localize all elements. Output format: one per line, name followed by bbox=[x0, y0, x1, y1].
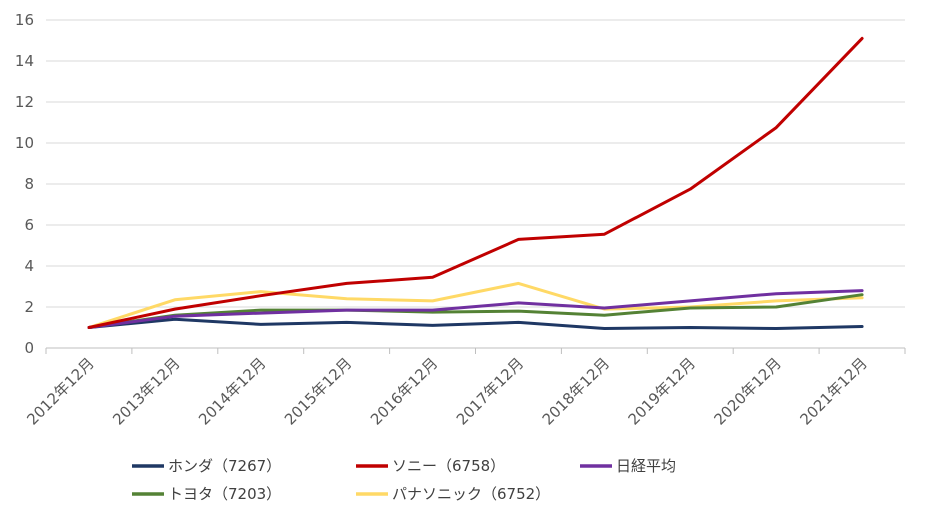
legend-label: パナソニック（6752） bbox=[392, 485, 550, 503]
x-tick-label: 2019年12月 bbox=[625, 354, 699, 428]
gridlines bbox=[46, 19, 905, 308]
legend-label: トヨタ（7203） bbox=[168, 485, 281, 503]
x-tick-label: 2021年12月 bbox=[796, 354, 870, 428]
y-tick-label: 6 bbox=[24, 216, 34, 234]
series-line bbox=[87, 289, 864, 329]
x-tick-label: 2018年12月 bbox=[539, 354, 613, 428]
x-tick-label: 2020年12月 bbox=[711, 354, 785, 428]
y-tick-label: 4 bbox=[24, 257, 34, 275]
series-line bbox=[87, 36, 864, 329]
y-tick-label: 16 bbox=[15, 11, 34, 29]
y-axis-ticks: 0 2 4 6 8 10 12 14 16 bbox=[15, 11, 34, 357]
y-tick-label: 8 bbox=[24, 175, 34, 193]
x-tick-label: 2013年12月 bbox=[109, 354, 183, 428]
y-tick-label: 0 bbox=[24, 339, 34, 357]
series-lines bbox=[87, 36, 864, 330]
series-line bbox=[87, 293, 864, 329]
y-tick-label: 2 bbox=[24, 298, 34, 316]
legend-label: 日経平均 bbox=[616, 457, 676, 475]
x-tick-label: 2015年12月 bbox=[281, 354, 355, 428]
x-axis bbox=[45, 347, 906, 354]
x-tick-label: 2014年12月 bbox=[195, 354, 269, 428]
series-line bbox=[87, 281, 864, 329]
series-line bbox=[87, 317, 864, 330]
y-tick-label: 14 bbox=[15, 52, 34, 70]
y-tick-label: 12 bbox=[15, 93, 34, 111]
x-tick-label: 2012年12月 bbox=[23, 354, 97, 428]
y-tick-label: 10 bbox=[15, 134, 34, 152]
legend-label: ホンダ（7267） bbox=[168, 457, 281, 475]
legend-label: ソニー（6758） bbox=[392, 457, 505, 475]
x-axis-ticks: 2012年12月 2013年12月 2014年12月 2015年12月 2016年12月… bbox=[23, 354, 871, 428]
x-tick-label: 2017年12月 bbox=[453, 354, 527, 428]
x-tick-label: 2016年12月 bbox=[367, 354, 441, 428]
